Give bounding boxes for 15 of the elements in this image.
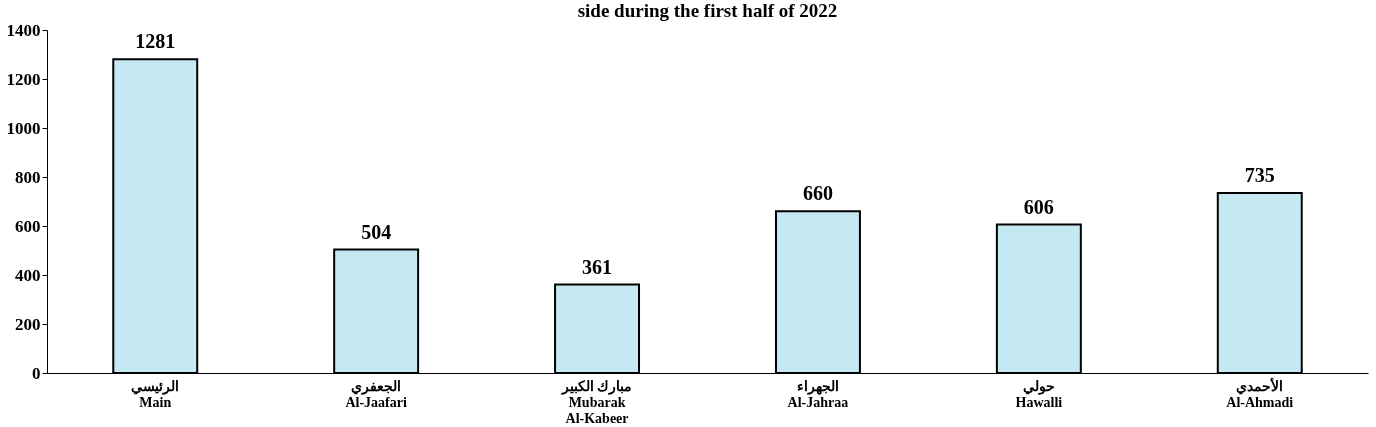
data-label: 361: [582, 255, 613, 278]
y-tick-label: 800: [15, 167, 41, 187]
data-label: 1281: [135, 30, 176, 53]
y-tick-label: 1400: [6, 20, 41, 40]
y-tick-label: 1000: [6, 118, 41, 138]
chart-title: side during the first half of 2022: [577, 0, 838, 21]
data-label: 606: [1023, 195, 1054, 218]
y-tick-label: 400: [15, 265, 41, 285]
y-tick-label: 200: [15, 314, 41, 334]
y-tick-label: 0: [32, 363, 41, 383]
data-label: 504: [361, 220, 392, 243]
data-label: 735: [1244, 163, 1275, 186]
data-label: 660: [802, 182, 833, 205]
y-tick-label: 1200: [6, 69, 41, 89]
y-tick-label: 600: [15, 216, 41, 236]
